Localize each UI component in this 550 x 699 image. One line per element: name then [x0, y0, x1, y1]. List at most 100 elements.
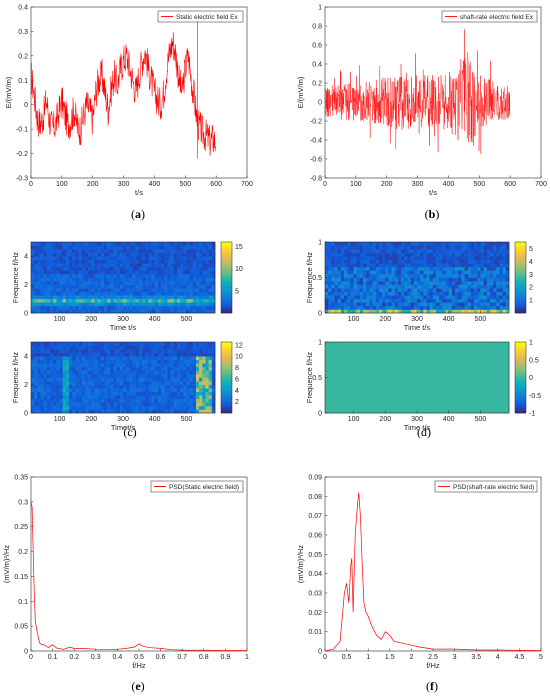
colorbar-band [515, 305, 526, 308]
heatmap-cell [81, 405, 86, 410]
heatmap-cell [31, 384, 35, 389]
colorbar-c1 [220, 241, 233, 314]
heatmap-cell [59, 388, 64, 392]
heatmap-cell [145, 381, 149, 385]
heatmap-cell [78, 298, 83, 303]
heatmap-cell [211, 366, 216, 371]
heatmap-cell [142, 277, 146, 282]
heatmap-cell [59, 402, 64, 407]
heatmap-cell [394, 277, 399, 282]
heatmap-cell [148, 252, 152, 257]
heatmap-cell [378, 256, 383, 261]
heatmap-cell [359, 259, 364, 264]
heatmap-cell [157, 349, 162, 353]
colorbar-band [515, 245, 526, 248]
heatmap-cell [56, 384, 60, 389]
heatmap-cell [372, 281, 377, 285]
heatmap-cell [183, 277, 187, 282]
heatmap-cell [350, 281, 354, 285]
heatmap-cell [499, 277, 503, 282]
heatmap-cell [94, 295, 98, 300]
heatmap-cell [180, 409, 184, 414]
heatmap-cell [356, 245, 361, 250]
heatmap-cell [183, 309, 187, 314]
heatmap-cell [325, 266, 329, 271]
heatmap-cell [183, 242, 187, 246]
heatmap-cell [113, 249, 117, 253]
heatmap-cell [413, 259, 418, 264]
colorbar-tick-label: 3 [529, 272, 533, 279]
heatmap-cell [205, 242, 209, 246]
heatmap-cell [116, 273, 121, 278]
heatmap-cell [167, 373, 171, 378]
heatmap-cell [385, 291, 389, 296]
heatmap-cell [202, 373, 206, 378]
heatmap-cell [164, 245, 168, 250]
heatmap-cell [123, 352, 127, 357]
heatmap-cell [413, 245, 418, 250]
heatmap-cell [161, 245, 165, 250]
heatmap-cell [211, 256, 216, 261]
y-axis-label: Frequence f/Hz [11, 252, 20, 304]
heatmap-cell [40, 295, 44, 300]
heatmap-cell [356, 256, 361, 261]
heatmap-cell [183, 273, 187, 278]
heatmap-cell [62, 345, 67, 350]
y-tick-label: 4 [24, 254, 28, 261]
heatmap-cell [145, 359, 149, 364]
heatmap-cell [202, 263, 206, 268]
heatmap-cell [211, 402, 216, 407]
heatmap-cell [62, 395, 67, 400]
heatmap-cell [94, 256, 98, 261]
heatmap-cell [142, 349, 146, 353]
heatmap-cell [176, 298, 181, 303]
heatmap-cell [50, 245, 54, 250]
heatmap-cell [91, 395, 95, 400]
heatmap-cell [391, 288, 396, 292]
colorbar-band [221, 307, 232, 310]
heatmap-cell [65, 352, 70, 357]
heatmap-cell [170, 281, 175, 285]
heatmap-cell [404, 263, 408, 268]
heatmap-cell [359, 288, 364, 292]
heatmap-cell [84, 373, 89, 378]
heatmap-cell [483, 263, 488, 268]
heatmap-cell [461, 305, 465, 310]
heatmap-cell [448, 309, 453, 314]
heatmap-cell [53, 398, 57, 403]
heatmap-cell [432, 298, 437, 303]
heatmap-cell [173, 270, 178, 275]
heatmap-cell [208, 352, 213, 357]
heatmap-cell [505, 277, 510, 282]
y-tick-label: 4 [24, 354, 28, 361]
x-axis-label: Time t/s [404, 323, 431, 332]
heatmap-cell [337, 259, 342, 264]
x-tick-label: 300 [117, 316, 129, 323]
heatmap-cell [439, 252, 443, 257]
heatmap-cell [72, 249, 76, 253]
heatmap-cell [176, 288, 181, 292]
heatmap-cell [470, 288, 475, 292]
heatmap-cell [461, 270, 465, 275]
heatmap-cell [91, 402, 95, 407]
heatmap-cell [502, 249, 507, 253]
heatmap-cell [417, 266, 421, 271]
heatmap-cell [388, 298, 392, 303]
heatmap-cell [151, 245, 156, 250]
heatmap-cell [113, 366, 117, 371]
heatmap-cell [183, 259, 187, 264]
heatmap-cell [154, 388, 159, 392]
y-tick-label: 2 [24, 282, 28, 289]
heatmap-cell [65, 242, 70, 246]
heatmap-cell [103, 402, 108, 407]
colorbar-band [515, 281, 526, 284]
heatmap-cell [378, 259, 383, 264]
heatmap-cell [103, 288, 108, 292]
heatmap-cell [186, 252, 190, 257]
heatmap-cell [423, 252, 427, 257]
heatmap-cell [205, 373, 209, 378]
heatmap-cell [72, 342, 76, 346]
heatmap-cell [81, 256, 86, 261]
heatmap-cell [113, 409, 117, 414]
colorbar-band [221, 377, 232, 380]
